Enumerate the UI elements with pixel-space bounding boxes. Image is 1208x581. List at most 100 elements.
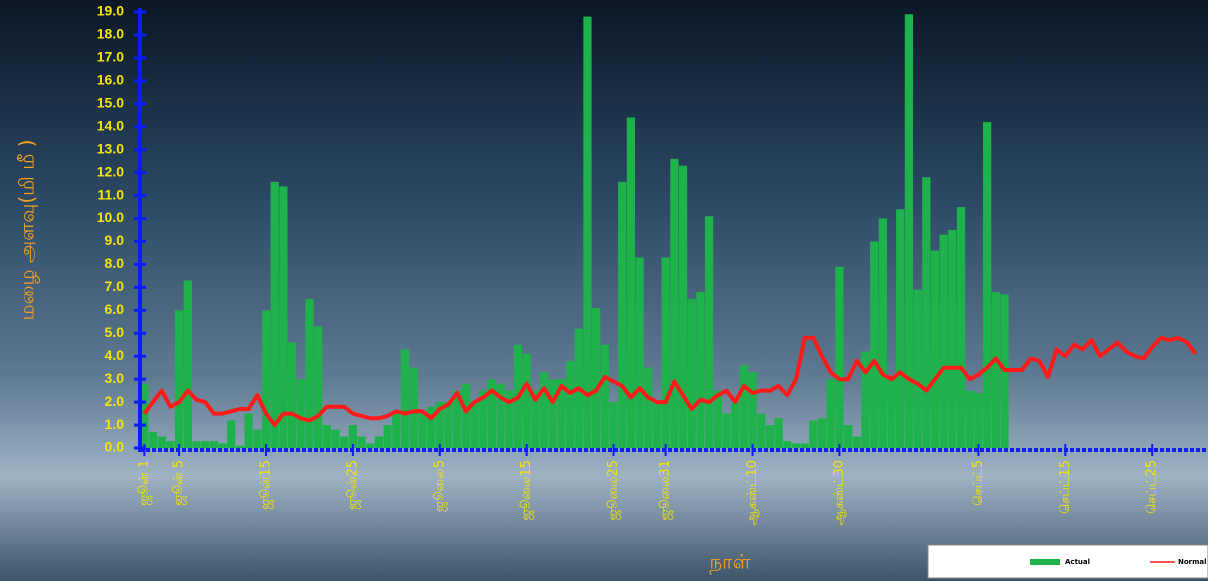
bar <box>253 429 262 448</box>
bar <box>592 308 601 448</box>
bar <box>644 367 653 448</box>
bar <box>774 418 783 448</box>
y-tick-label: 5.0 <box>105 324 125 340</box>
bar <box>296 379 305 448</box>
bar <box>626 117 636 448</box>
bar <box>661 257 670 448</box>
x-tick-label: ஆகஸ்ட்30 <box>832 460 847 526</box>
x-tick-label: ஜூலை25 <box>606 460 621 520</box>
x-tick-label: செப்ட்15 <box>1058 460 1073 514</box>
bar <box>140 383 149 448</box>
bar <box>305 298 314 448</box>
x-tick-label: ஜூலை31 <box>658 460 673 520</box>
bar <box>765 425 775 448</box>
bar <box>896 209 905 448</box>
bar <box>922 177 931 448</box>
bar <box>374 436 384 448</box>
bar <box>974 392 983 448</box>
x-tick-label: ஜூன் 1 <box>137 460 152 506</box>
x-axis-label: நாள் <box>709 550 750 575</box>
x-tick-label: ஆகஸ்ட்10 <box>745 460 760 526</box>
bar <box>965 390 974 448</box>
bar <box>235 445 245 448</box>
bar <box>348 425 357 448</box>
bar <box>313 326 323 448</box>
bar <box>418 413 427 448</box>
bar <box>287 342 297 448</box>
y-tick-label: 15.0 <box>97 94 124 110</box>
bar <box>852 436 861 448</box>
bar <box>704 216 714 448</box>
bar <box>757 413 766 448</box>
bar <box>209 441 218 448</box>
bar <box>948 230 957 448</box>
bar <box>400 349 410 448</box>
bar <box>565 360 575 448</box>
bar <box>870 241 879 448</box>
bar <box>939 234 948 448</box>
bar <box>261 310 271 448</box>
y-axis-label: மழை அளவு(மி மீ ) <box>15 139 40 320</box>
x-tick-label: ஜூன்25 <box>345 460 360 510</box>
bar <box>835 266 844 448</box>
bar <box>453 390 462 448</box>
legend: Actual Normal <box>927 544 1208 579</box>
bar <box>227 420 236 448</box>
y-tick-label: 17.0 <box>97 49 124 65</box>
bar <box>279 186 288 448</box>
y-tick-label: 12.0 <box>97 163 124 179</box>
x-tick-label: ஜூன்15 <box>258 460 273 510</box>
y-tick-label: 4.0 <box>105 347 125 363</box>
y-tick-label: 3.0 <box>105 370 125 386</box>
bar <box>392 413 401 448</box>
bar <box>479 390 488 448</box>
bar <box>583 16 592 448</box>
bar <box>496 383 505 448</box>
bar <box>826 379 835 448</box>
bar <box>696 291 705 448</box>
bar <box>843 425 853 448</box>
bar <box>817 418 827 448</box>
bar <box>748 372 757 448</box>
bar <box>878 218 887 448</box>
bar <box>783 441 792 448</box>
x-tick-label: ஜூலை15 <box>519 460 534 520</box>
x-tick-label: செப்ட்5 <box>971 460 986 506</box>
legend-label: Normal <box>1178 558 1207 566</box>
bar <box>331 429 340 448</box>
bar <box>809 420 818 448</box>
y-tick-label: 14.0 <box>97 117 124 133</box>
y-tick-label: 16.0 <box>97 72 124 88</box>
bar <box>174 310 184 448</box>
y-tick-label: 18.0 <box>97 26 124 42</box>
bar <box>713 390 722 448</box>
bar <box>991 291 1000 448</box>
y-tick-label: 11.0 <box>98 186 125 202</box>
y-tick-label: 13.0 <box>97 140 124 156</box>
bar <box>731 402 740 448</box>
bar <box>904 14 914 448</box>
bar <box>983 122 992 448</box>
bar <box>687 298 696 448</box>
bar <box>383 425 392 448</box>
bar <box>739 365 748 448</box>
bar <box>201 441 210 448</box>
bar <box>635 257 644 448</box>
bar <box>678 165 688 448</box>
bar <box>192 441 201 448</box>
x-tick-label: ஜூலை5 <box>432 460 447 512</box>
y-tick-label: 10.0 <box>97 209 124 225</box>
bar <box>409 367 418 448</box>
bar <box>557 379 566 448</box>
bar <box>800 443 809 448</box>
bar <box>148 431 158 448</box>
y-tick-label: 8.0 <box>105 255 125 271</box>
bar <box>956 207 966 448</box>
bar <box>461 383 470 448</box>
y-tick-label: 9.0 <box>105 232 125 248</box>
bar <box>505 390 514 448</box>
bar <box>470 402 479 448</box>
x-tick-label: ஜூன் 5 <box>172 460 187 506</box>
bar <box>444 402 453 448</box>
